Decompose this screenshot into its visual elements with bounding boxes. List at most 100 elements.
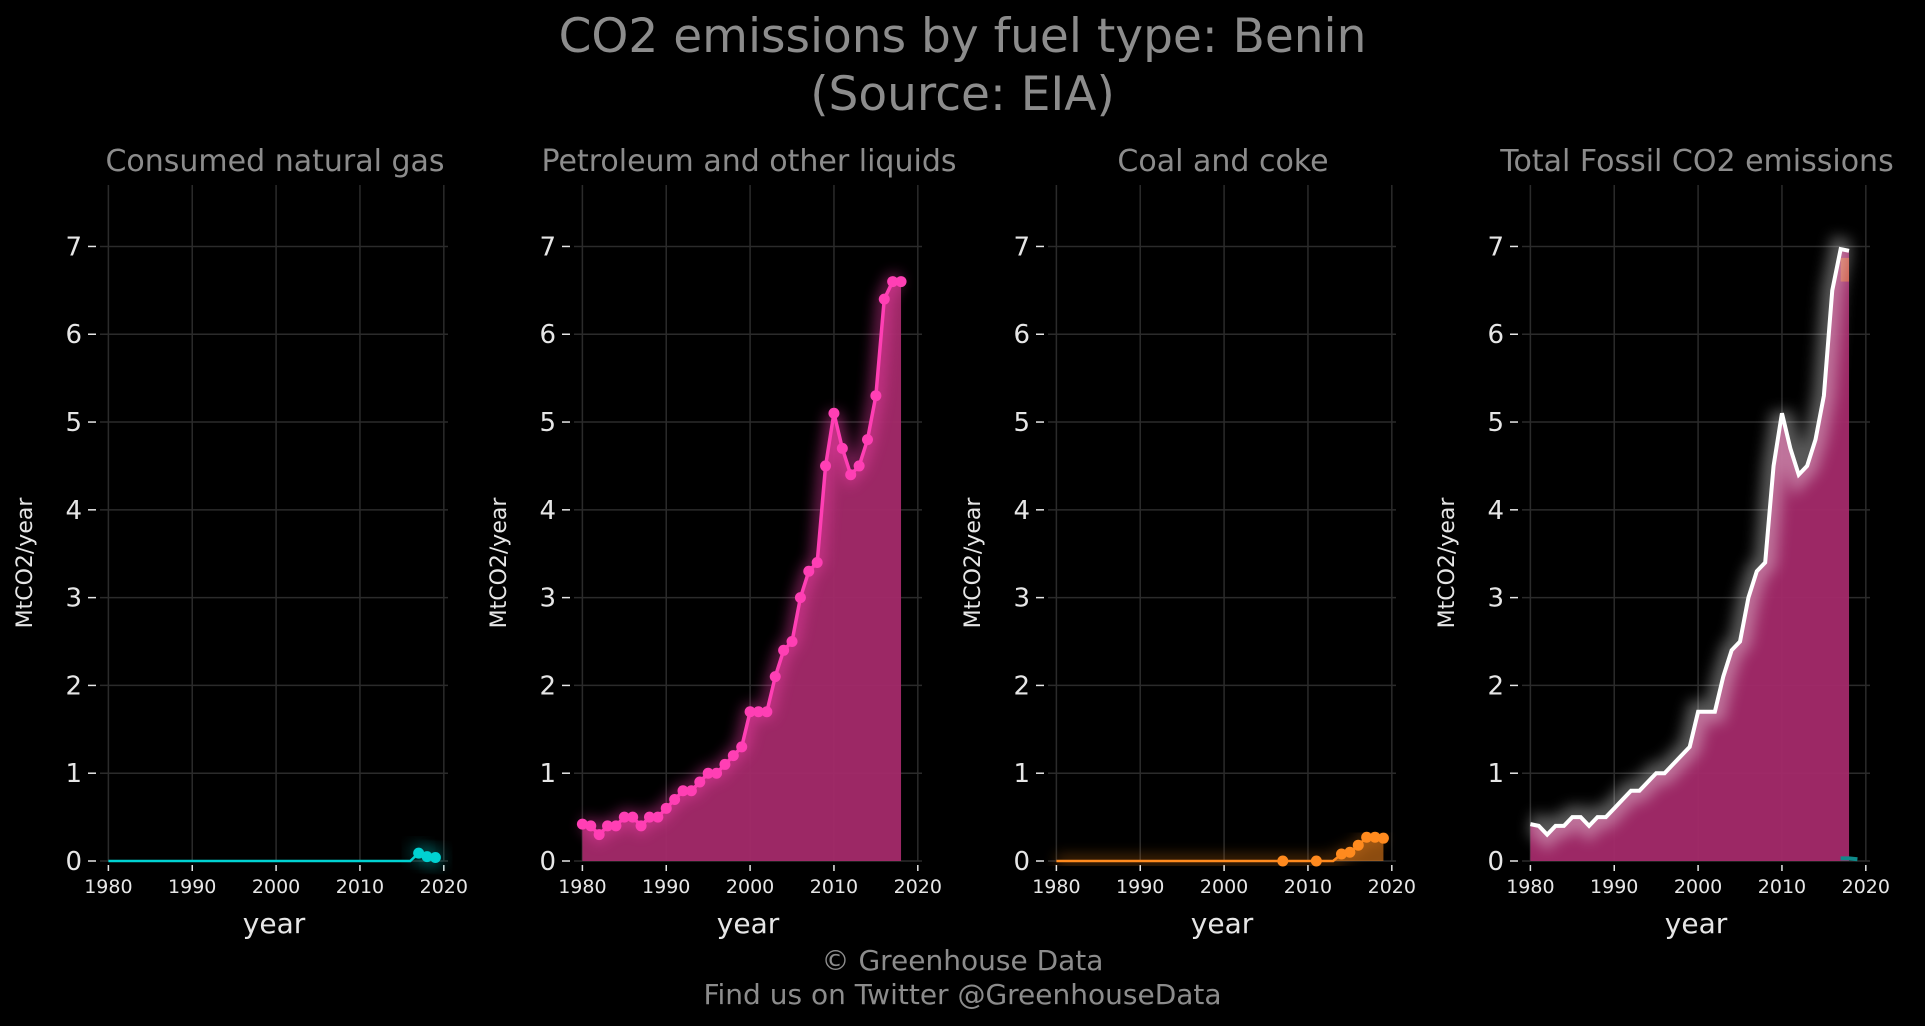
chart-panel-2: 0 1 2 3 4 5 6 7 1980 1990 2000 2010 2020 Petroleum an… — [487, 144, 957, 940]
data-point — [778, 644, 790, 656]
x-tick-label: 2020 — [894, 876, 942, 898]
title-line-1: CO2 emissions by fuel type: Benin — [558, 9, 1367, 64]
chart-panel-3: 0 1 2 3 4 5 6 7 1980 1990 2000 2010 2020 Coal and cok… — [961, 144, 1416, 940]
y-tick-label: 6 — [539, 320, 556, 350]
y-tick-label: 4 — [65, 496, 82, 526]
data-point — [627, 811, 639, 823]
data-point — [736, 741, 748, 753]
y-tick-label: 2 — [1487, 671, 1504, 701]
panel-title: Total Fossil CO2 emissions — [1499, 144, 1893, 179]
data-point — [711, 767, 723, 779]
data-point — [845, 469, 857, 481]
y-tick-label: 6 — [65, 320, 82, 350]
y-tick-label: 2 — [539, 671, 556, 701]
x-tick-label: 2000 — [252, 876, 300, 898]
y-tick-label: 1 — [539, 759, 556, 789]
data-point — [811, 557, 823, 569]
data-point — [669, 794, 681, 806]
y-tick-label: 1 — [65, 759, 82, 789]
x-tick-label: 2020 — [1842, 876, 1890, 898]
data-point — [1344, 846, 1356, 858]
y-tick-label: 6 — [1013, 320, 1030, 350]
panel-title: Petroleum and other liquids — [541, 144, 956, 179]
series-glow-coal — [1056, 832, 1384, 866]
series-line-coal — [1056, 836, 1384, 863]
data-point — [652, 811, 664, 823]
y-tick-label: 3 — [539, 584, 556, 614]
data-point — [1310, 855, 1322, 867]
x-tick-label: 1990 — [168, 876, 216, 898]
y-tick-label: 1 — [1013, 759, 1030, 789]
y-tick-label: 5 — [1487, 408, 1504, 438]
y-tick-label: 0 — [539, 847, 556, 877]
y-tick-label: 4 — [1487, 496, 1504, 526]
x-tick-label: 2020 — [1368, 876, 1416, 898]
data-point — [803, 565, 815, 577]
y-tick-label: 1 — [1487, 759, 1504, 789]
panel-title: Consumed natural gas — [105, 144, 444, 179]
x-axis-title: year — [1665, 907, 1728, 940]
y-tick-label: 7 — [1487, 232, 1504, 262]
y-tick-label: 5 — [65, 408, 82, 438]
y-axis-title: MtCO2/year — [487, 497, 512, 629]
y-axis-title: MtCO2/year — [13, 497, 38, 629]
data-point — [887, 276, 899, 288]
data-point — [618, 811, 630, 823]
data-point — [576, 818, 588, 830]
data-point — [643, 811, 655, 823]
data-point — [694, 776, 706, 788]
data-point — [1377, 832, 1389, 844]
series-area-total — [1530, 249, 1850, 861]
series-area-petroleum — [582, 281, 902, 862]
x-tick-label: 2010 — [336, 876, 384, 898]
data-point — [761, 706, 773, 718]
title-line-2: (Source: EIA) — [810, 67, 1115, 122]
data-point — [593, 829, 605, 841]
data-point — [719, 758, 731, 770]
y-tick-label: 0 — [1487, 847, 1504, 877]
data-point — [769, 671, 781, 683]
y-tick-label: 5 — [1013, 408, 1030, 438]
x-tick-label: 1990 — [642, 876, 690, 898]
data-point — [752, 706, 764, 718]
series-area-coal — [1056, 837, 1384, 861]
x-tick-label: 2000 — [1200, 876, 1248, 898]
x-tick-label: 2000 — [726, 876, 774, 898]
y-tick-label: 3 — [1487, 584, 1504, 614]
x-axis-title: year — [1191, 907, 1254, 940]
y-tick-label: 0 — [65, 847, 82, 877]
data-point — [727, 750, 739, 762]
y-tick-label: 2 — [1013, 671, 1030, 701]
data-point — [585, 820, 597, 832]
data-point — [853, 460, 865, 472]
data-point — [635, 820, 647, 832]
y-tick-label: 4 — [1013, 496, 1030, 526]
footer: © Greenhouse Data Find us on Twitter @Gr… — [0, 944, 1925, 1012]
data-point — [836, 442, 848, 454]
data-point — [786, 636, 798, 648]
series-line-total — [1529, 246, 1850, 838]
data-point — [1369, 831, 1381, 843]
y-tick-label: 0 — [1013, 847, 1030, 877]
y-tick-label: 7 — [539, 232, 556, 262]
x-tick-label: 1980 — [558, 876, 606, 898]
x-tick-label: 2010 — [810, 876, 858, 898]
y-tick-label: 6 — [1487, 320, 1504, 350]
data-point — [702, 767, 714, 779]
data-point — [870, 390, 882, 402]
x-axis-title: year — [243, 907, 306, 940]
data-point — [660, 802, 672, 814]
x-tick-label: 1980 — [1032, 876, 1080, 898]
y-axis-title: MtCO2/year — [961, 497, 986, 629]
data-point — [895, 276, 907, 288]
data-point — [602, 820, 614, 832]
x-tick-label: 1980 — [1506, 876, 1554, 898]
data-point — [685, 785, 697, 797]
data-point — [1352, 839, 1364, 851]
x-tick-label: 2020 — [420, 876, 468, 898]
series-line-gas-small — [1840, 856, 1858, 862]
x-axis-title: year — [717, 907, 780, 940]
page-title: CO2 emissions by fuel type: Benin (Sourc… — [0, 8, 1925, 124]
x-tick-label: 2010 — [1758, 876, 1806, 898]
data-point — [610, 820, 622, 832]
